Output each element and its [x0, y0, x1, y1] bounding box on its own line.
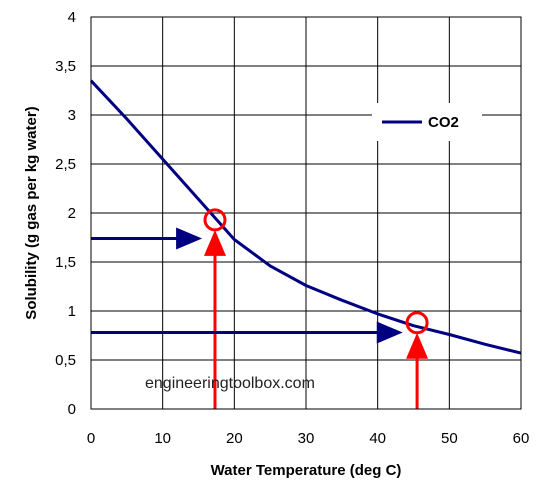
y-tick-label: 3,5: [55, 58, 76, 75]
x-tick-label: 10: [154, 430, 171, 447]
highlight-circle: [203, 208, 227, 232]
x-tick-label: 20: [226, 430, 243, 447]
highlight-circle: [405, 311, 429, 335]
legend-label-co2: CO2: [428, 114, 459, 131]
vertical-arrow-head: [406, 332, 429, 359]
vertical-arrow-head: [203, 229, 226, 256]
y-tick-label: 2,5: [55, 156, 76, 173]
horizontal-arrow-head: [176, 227, 203, 250]
watermark: engineeringtoolbox.com: [145, 375, 315, 392]
legend: CO2: [372, 103, 482, 141]
series-line-co2: [89, 79, 522, 355]
y-tick-label: 3: [68, 107, 76, 124]
annotation-layer: [91, 208, 429, 409]
y-tick-label: 4: [68, 9, 76, 26]
y-axis-label: Solubility (g gas per kg water): [23, 106, 40, 319]
y-tick-label: 2: [68, 205, 76, 222]
horizontal-arrow-head: [376, 321, 403, 344]
series-layer: [89, 79, 522, 355]
x-tick-label: 60: [513, 430, 530, 447]
x-axis-label: Water Temperature (deg C): [211, 462, 402, 479]
y-tick-label: 0: [68, 401, 76, 418]
plot-frame: [90, 16, 522, 410]
x-axis-ticks: 0 10 20 30 40 50 60: [87, 430, 530, 447]
y-tick-label: 0,5: [55, 352, 76, 369]
x-tick-label: 30: [298, 430, 315, 447]
x-tick-label: 40: [369, 430, 386, 447]
y-tick-label: 1,5: [55, 254, 76, 271]
y-tick-label: 1: [68, 303, 76, 320]
y-axis-ticks: 0 0,5 1 1,5 2 2,5 3 3,5 4: [55, 9, 76, 418]
x-tick-label: 0: [87, 430, 95, 447]
x-tick-label: 50: [441, 430, 458, 447]
